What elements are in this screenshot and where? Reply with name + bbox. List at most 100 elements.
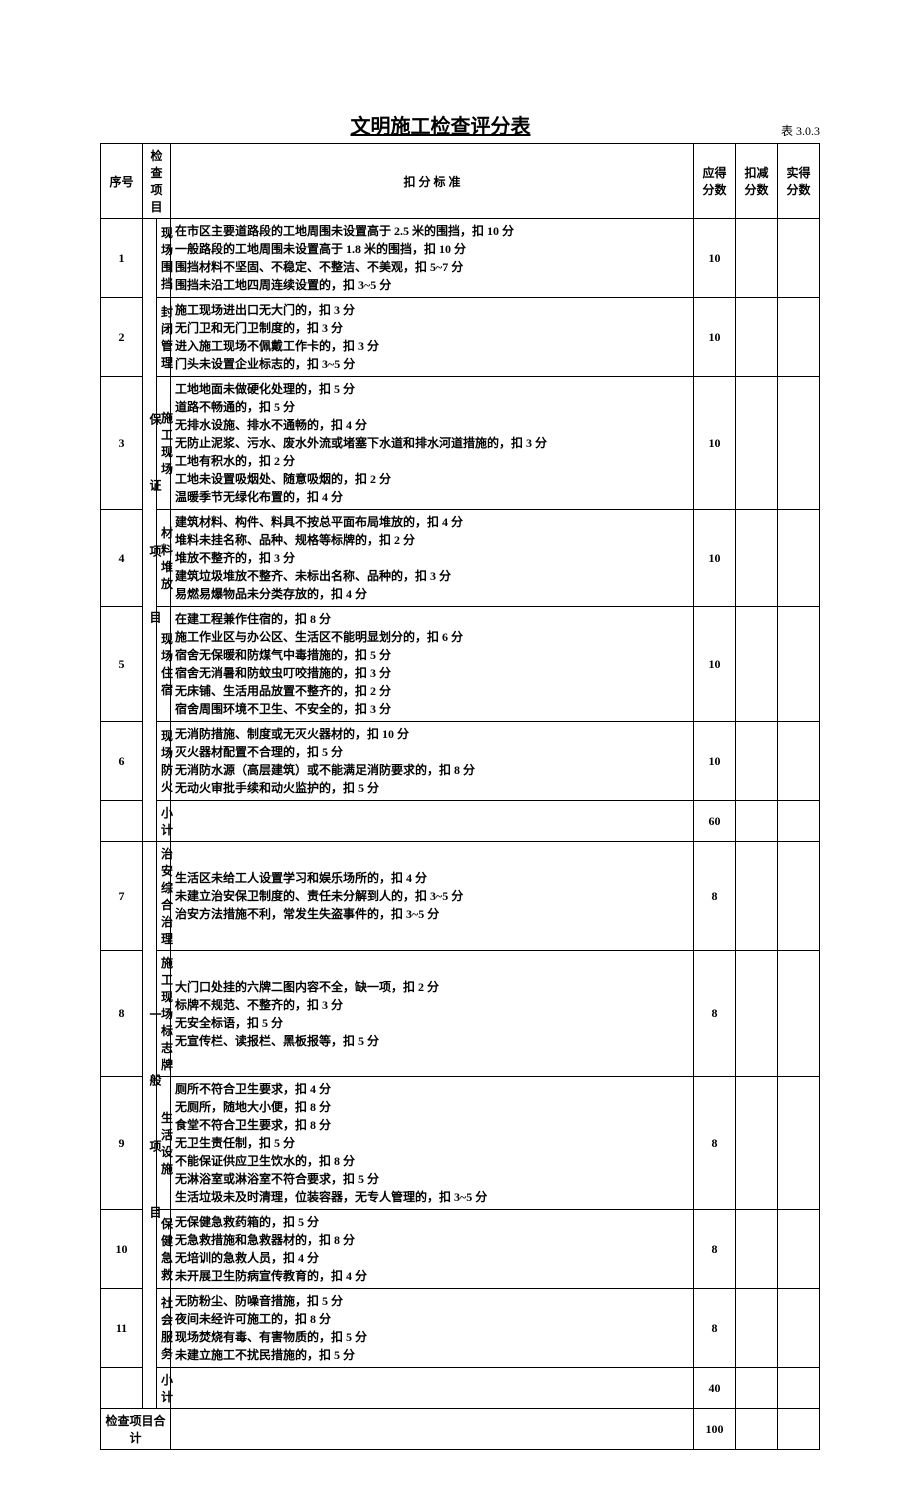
header-row: 序号 检查项目 扣 分 标 准 应得分数 扣减分数 实得分数 — [101, 144, 820, 219]
row-seq: 1 — [101, 219, 143, 298]
row-criteria: 生活区未给工人设置学习和娱乐场所的，扣 4 分未建立治安保卫制度的、责任未分解到… — [171, 842, 694, 951]
header-deduct: 扣减分数 — [736, 144, 778, 219]
row-actual — [778, 377, 820, 510]
total-label: 检查项目合计 — [101, 1409, 171, 1450]
row-actual — [778, 607, 820, 722]
row-actual — [778, 722, 820, 801]
row-item: 治安综合治 理 — [157, 842, 171, 951]
subtotal-row: 小计 60 — [101, 801, 820, 842]
table-row: 2 封闭管理 施工现场进出口无大门的，扣 3 分无门卫和无门卫制度的，扣 3 分… — [101, 298, 820, 377]
table-row: 7 一 般 项 目 治安综合治 理 生活区未给工人设置学习和娱乐场所的，扣 4 … — [101, 842, 820, 951]
row-actual — [778, 1077, 820, 1210]
row-score: 8 — [694, 1210, 736, 1289]
row-criteria: 工地地面未做硬化处理的，扣 5 分道路不畅通的，扣 5 分无排水设施、排水不通畅… — [171, 377, 694, 510]
row-criteria: 无保健急救药箱的，扣 5 分无急救措施和急救器材的，扣 8 分无培训的急救人员，… — [171, 1210, 694, 1289]
scoring-table: 序号 检查项目 扣 分 标 准 应得分数 扣减分数 实得分数 1 保 证 项 目… — [100, 143, 820, 1450]
row-criteria: 在建工程兼作住宿的，扣 8 分施工作业区与办公区、生活区不能明显划分的，扣 6 … — [171, 607, 694, 722]
row-actual — [778, 842, 820, 951]
table-row: 5 现场住宿 在建工程兼作住宿的，扣 8 分施工作业区与办公区、生活区不能明显划… — [101, 607, 820, 722]
row-deduct — [736, 842, 778, 951]
table-row: 6 现场防火 无消防措施、制度或无灭火器材的，扣 10 分灭火器材配置不合理的，… — [101, 722, 820, 801]
row-actual — [778, 219, 820, 298]
row-deduct — [736, 951, 778, 1077]
table-row: 4 材料堆放 建筑材料、构件、料具不按总平面布局堆放的，扣 4 分堆料未挂名称、… — [101, 510, 820, 607]
row-seq: 8 — [101, 951, 143, 1077]
row-criteria: 大门口处挂的六牌二图内容不全，缺一项，扣 2 分标牌不规范、不整齐的，扣 3 分… — [171, 951, 694, 1077]
table-row: 3 施工现场 工地地面未做硬化处理的，扣 5 分道路不畅通的，扣 5 分无排水设… — [101, 377, 820, 510]
row-actual — [778, 1289, 820, 1368]
row-seq: 4 — [101, 510, 143, 607]
row-deduct — [736, 1210, 778, 1289]
total-deduct — [736, 1409, 778, 1450]
row-seq: 7 — [101, 842, 143, 951]
subtotal-criteria — [171, 1368, 694, 1409]
table-code: 表 3.0.3 — [781, 122, 820, 139]
row-item: 封闭管理 — [157, 298, 171, 377]
row-seq: 2 — [101, 298, 143, 377]
row-criteria: 厕所不符合卫生要求，扣 4 分无厕所，随地大小便，扣 8 分食堂不符合卫生要求，… — [171, 1077, 694, 1210]
table-row: 10 保健急救 无保健急救药箱的，扣 5 分无急救措施和急救器材的，扣 8 分无… — [101, 1210, 820, 1289]
row-actual — [778, 951, 820, 1077]
header-seq: 序号 — [101, 144, 143, 219]
total-criteria — [171, 1409, 694, 1450]
subtotal-actual — [778, 1368, 820, 1409]
row-actual — [778, 298, 820, 377]
category-cell: 保 证 项 目 — [143, 219, 157, 842]
header-criteria: 扣 分 标 准 — [171, 144, 694, 219]
row-item: 现场围挡 — [157, 219, 171, 298]
row-criteria: 建筑材料、构件、料具不按总平面布局堆放的，扣 4 分堆料未挂名称、品种、规格等标… — [171, 510, 694, 607]
page-title: 文明施工检查评分表 — [100, 110, 781, 139]
row-deduct — [736, 722, 778, 801]
row-actual — [778, 1210, 820, 1289]
table-row: 8 施工现场标志牌 大门口处挂的六牌二图内容不全，缺一项，扣 2 分标牌不规范、… — [101, 951, 820, 1077]
row-actual — [778, 510, 820, 607]
row-score: 10 — [694, 377, 736, 510]
subtotal-deduct — [736, 801, 778, 842]
row-score: 10 — [694, 298, 736, 377]
row-deduct — [736, 1289, 778, 1368]
subtotal-label: 小计 — [157, 801, 171, 842]
subtotal-row: 小计 40 — [101, 1368, 820, 1409]
table-row: 9 生活设施 厕所不符合卫生要求，扣 4 分无厕所，随地大小便，扣 8 分食堂不… — [101, 1077, 820, 1210]
row-seq: 6 — [101, 722, 143, 801]
header-inspect: 检查项目 — [143, 144, 171, 219]
row-item: 现场防火 — [157, 722, 171, 801]
row-score: 8 — [694, 1289, 736, 1368]
total-score: 100 — [694, 1409, 736, 1450]
row-deduct — [736, 377, 778, 510]
total-row: 检查项目合计 100 — [101, 1409, 820, 1450]
subtotal-actual — [778, 801, 820, 842]
subtotal-score: 60 — [694, 801, 736, 842]
row-seq: 3 — [101, 377, 143, 510]
subtotal-criteria — [171, 801, 694, 842]
subtotal-empty — [101, 801, 143, 842]
row-seq: 9 — [101, 1077, 143, 1210]
header-actual: 实得分数 — [778, 144, 820, 219]
row-deduct — [736, 510, 778, 607]
row-score: 10 — [694, 219, 736, 298]
header-should: 应得分数 — [694, 144, 736, 219]
subtotal-label: 小计 — [157, 1368, 171, 1409]
table-row: 11 社会服务 无防粉尘、防噪音措施，扣 5 分夜间未经许可施工的，扣 8 分现… — [101, 1289, 820, 1368]
row-deduct — [736, 1077, 778, 1210]
subtotal-empty — [101, 1368, 143, 1409]
table-row: 1 保 证 项 目 现场围挡 在市区主要道路段的工地周围未设置高于 2.5 米的… — [101, 219, 820, 298]
row-criteria: 无消防措施、制度或无灭火器材的，扣 10 分灭火器材配置不合理的，扣 5 分无消… — [171, 722, 694, 801]
subtotal-deduct — [736, 1368, 778, 1409]
row-score: 8 — [694, 842, 736, 951]
subtotal-score: 40 — [694, 1368, 736, 1409]
total-actual — [778, 1409, 820, 1450]
row-score: 10 — [694, 722, 736, 801]
row-score: 8 — [694, 1077, 736, 1210]
row-seq: 10 — [101, 1210, 143, 1289]
row-deduct — [736, 298, 778, 377]
row-seq: 5 — [101, 607, 143, 722]
row-deduct — [736, 607, 778, 722]
row-criteria: 无防粉尘、防噪音措施，扣 5 分夜间未经许可施工的，扣 8 分现场焚烧有毒、有害… — [171, 1289, 694, 1368]
row-score: 8 — [694, 951, 736, 1077]
row-deduct — [736, 219, 778, 298]
row-score: 10 — [694, 607, 736, 722]
row-item: 社会服务 — [157, 1289, 171, 1368]
row-score: 10 — [694, 510, 736, 607]
row-criteria: 施工现场进出口无大门的，扣 3 分无门卫和无门卫制度的，扣 3 分进入施工现场不… — [171, 298, 694, 377]
